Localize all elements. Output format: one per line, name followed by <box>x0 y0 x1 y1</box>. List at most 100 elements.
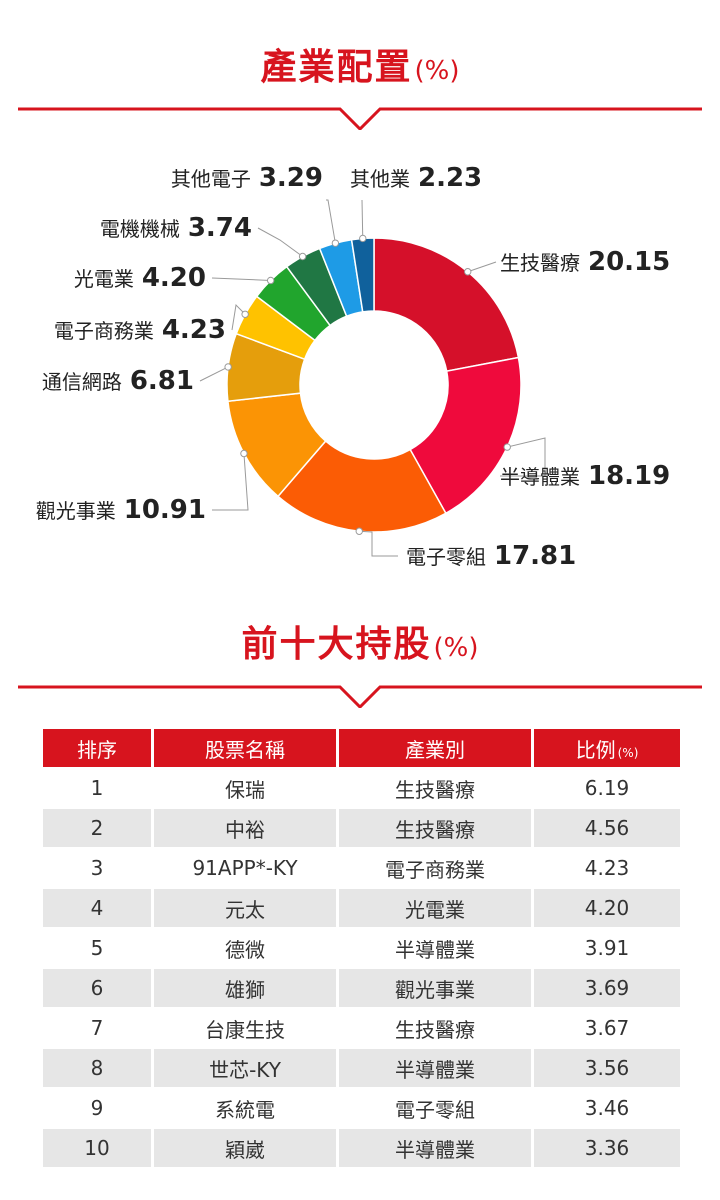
slice-label-name: 半導體業 <box>500 465 580 489</box>
allocation-title: 產業配置(%) <box>0 38 720 90</box>
slice-label-value: 4.23 <box>162 315 226 345</box>
leader-dot-5 <box>224 363 232 371</box>
ratio-cell: 3.91 <box>584 936 630 960</box>
leader-line-3 <box>359 530 398 557</box>
stock-name-cell: 91APP*-KY <box>192 856 298 880</box>
slice-label-8: 電機機械 3.74 <box>100 213 252 243</box>
header-rank: 排序 <box>43 729 151 767</box>
leader-dot-10 <box>359 234 367 243</box>
slice-label-name: 觀光事業 <box>36 499 116 523</box>
header-ratio-label: 比例 <box>575 737 616 762</box>
slice-label-value: 17.81 <box>494 541 576 571</box>
slice-label-4: 觀光事業 10.91 <box>36 495 206 525</box>
slice-label-name: 其他電子 <box>171 167 251 191</box>
ratio-cell: 4.20 <box>534 889 680 927</box>
rank-cell: 4 <box>43 889 151 927</box>
header-industry: 產業別 <box>339 729 531 767</box>
ratio-cell: 3.69 <box>534 969 680 1007</box>
slice-label-7: 光電業 4.20 <box>74 263 206 293</box>
slice-label-3: 電子零組 17.81 <box>406 541 576 571</box>
slice-label-value: 6.81 <box>130 366 194 396</box>
table-row: 2 中裕 生技醫療 4.56 <box>43 809 680 847</box>
table-header-row: 排序 股票名稱 產業別 比例 (%) <box>43 729 680 767</box>
stock-name-cell: 保瑞 <box>225 777 265 802</box>
holdings-divider <box>18 685 702 708</box>
table-row: 1 保瑞 生技醫療 6.19 <box>43 769 680 807</box>
slice-label-1: 生技醫療 20.15 <box>500 247 670 277</box>
leader-line-2 <box>500 437 546 477</box>
slice-label-name: 通信網路 <box>42 370 122 394</box>
stock-name-cell: 穎崴 <box>154 1129 336 1167</box>
table-row: 3 91APP*-KY 電子商務業 4.23 <box>43 849 680 887</box>
industry-cell: 半導體業 <box>339 1129 531 1167</box>
slice-label-value: 2.23 <box>418 163 482 193</box>
donut-slice-2 <box>409 356 522 515</box>
industry-cell: 生技醫療 <box>339 809 531 847</box>
rank-cell: 1 <box>90 776 104 800</box>
slice-label-value: 3.74 <box>188 213 252 243</box>
ratio-cell: 3.67 <box>584 1016 630 1040</box>
slice-label-name: 電子商務業 <box>54 319 154 343</box>
slice-label-value: 4.20 <box>142 263 206 293</box>
slice-label-name: 電機機械 <box>100 217 180 241</box>
slice-label-value: 20.15 <box>588 247 670 277</box>
leader-line-10 <box>361 199 364 239</box>
industry-donut-chart: 生技醫療 20.15 半導體業 18.19 電子零組 17.81 觀光事業 10.91 通信網路… <box>36 163 671 571</box>
allocation-title-unit: (%) <box>414 56 460 86</box>
industry-cell: 光電業 <box>339 889 531 927</box>
leader-line-1 <box>467 261 497 273</box>
header-stock-name: 股票名稱 <box>154 729 336 767</box>
industry-cell: 觀光事業 <box>339 969 531 1007</box>
leader-dot-7 <box>266 276 275 285</box>
leader-line-5 <box>199 366 229 382</box>
holdings-table: 排序 股票名稱 產業別 比例 (%) 1 保瑞 生技醫療 6.19 2 中裕 生技醫療 4.56… <box>40 727 683 1169</box>
rank-cell: 9 <box>90 1096 104 1120</box>
donut-slices <box>226 237 522 533</box>
donut-slice-3 <box>276 439 447 533</box>
industry-cell: 生技醫療 <box>395 777 475 802</box>
header-ratio-unit: (%) <box>617 745 639 760</box>
slice-label-6: 電子商務業 4.23 <box>54 315 226 345</box>
industry-cell: 電子零組 <box>395 1097 475 1122</box>
leader-dot-2 <box>503 443 511 451</box>
slice-label-name: 電子零組 <box>406 545 486 569</box>
holdings-table-body: 1 保瑞 生技醫療 6.19 2 中裕 生技醫療 4.56 3 91APP*-KY 電子商務業 4.2… <box>43 769 680 1167</box>
leader-dot-6 <box>241 310 249 318</box>
slice-labels: 生技醫療 20.15 半導體業 18.19 電子零組 17.81 觀光事業 10.91 通信網路… <box>36 163 671 571</box>
allocation-divider <box>18 107 702 130</box>
stock-name-cell: 世芯-KY <box>154 1049 336 1087</box>
slice-label-5: 通信網路 6.81 <box>42 366 194 396</box>
rank-cell: 6 <box>43 969 151 1007</box>
leader-dot-9 <box>331 239 340 247</box>
table-row: 10 穎崴 半導體業 3.36 <box>43 1129 680 1167</box>
slice-label-2: 半導體業 18.19 <box>500 461 670 491</box>
stock-name-cell: 雄獅 <box>154 969 336 1007</box>
ratio-cell: 3.36 <box>534 1129 680 1167</box>
industry-cell: 電子商務業 <box>385 857 485 882</box>
slice-label-value: 18.19 <box>588 461 670 491</box>
rank-cell: 5 <box>90 936 104 960</box>
rank-cell: 7 <box>90 1016 104 1040</box>
holdings-title-text: 前十大持股 <box>241 624 432 665</box>
stock-name-cell: 德微 <box>225 937 265 962</box>
ratio-cell: 6.19 <box>584 776 630 800</box>
slice-label-name: 光電業 <box>74 267 134 291</box>
table-row: 8 世芯-KY 半導體業 3.56 <box>43 1049 680 1087</box>
industry-cell: 生技醫療 <box>395 1017 475 1042</box>
ratio-cell: 4.56 <box>534 809 680 847</box>
leader-line-4 <box>212 453 249 511</box>
slice-label-value: 10.91 <box>124 495 206 525</box>
table-row: 6 雄獅 觀光事業 3.69 <box>43 969 680 1007</box>
slice-label-value: 3.29 <box>259 163 323 193</box>
stock-name-cell: 元太 <box>154 889 336 927</box>
leader-line-8 <box>257 227 303 257</box>
table-row: 4 元太 光電業 4.20 <box>43 889 680 927</box>
ratio-cell: 3.56 <box>534 1049 680 1087</box>
rank-cell: 8 <box>43 1049 151 1087</box>
rank-cell: 3 <box>90 856 104 880</box>
leader-line-6 <box>231 303 246 331</box>
slice-label-10: 其他業 2.23 <box>350 163 482 193</box>
leader-lines <box>199 199 546 557</box>
table-row: 5 德微 半導體業 3.91 <box>43 929 680 967</box>
slice-label-name: 生技醫療 <box>500 251 580 275</box>
